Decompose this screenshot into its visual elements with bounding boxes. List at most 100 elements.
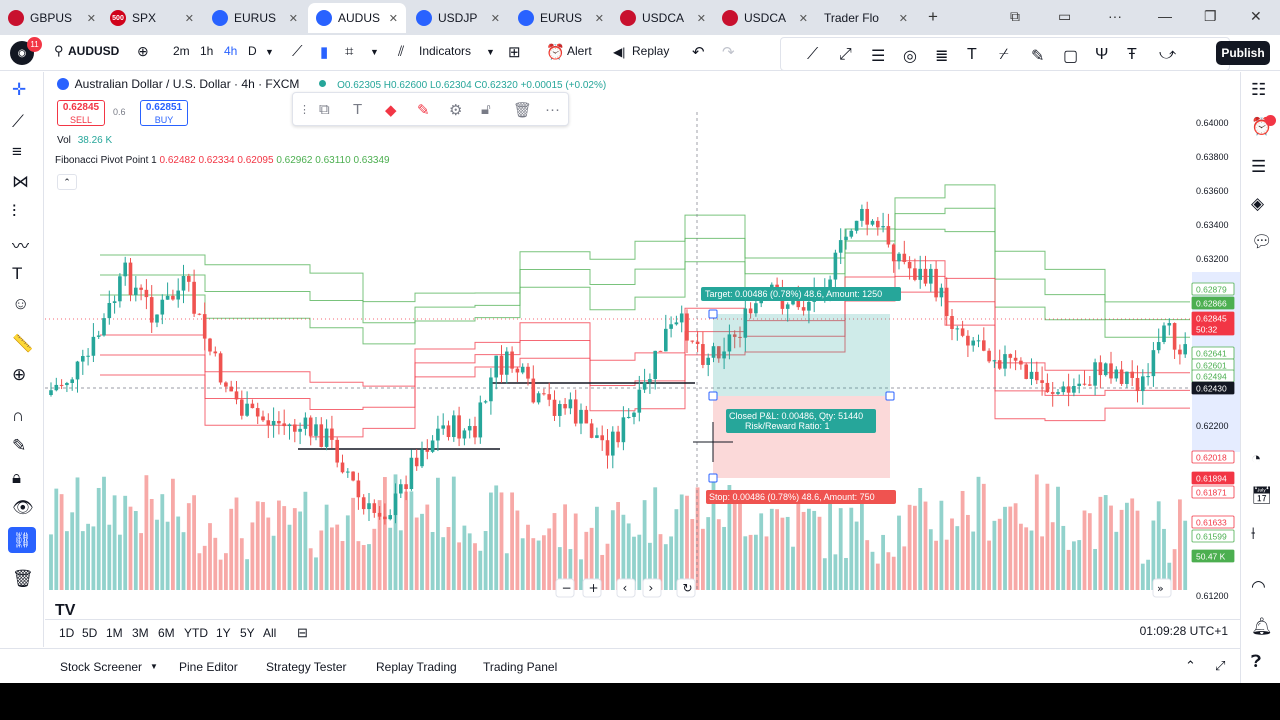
maximize-icon[interactable]: ⤢ xyxy=(1215,658,1226,673)
symbol-search[interactable]: AUDUSD xyxy=(68,44,120,58)
browser-tab[interactable]: Trader Flo ✕ xyxy=(824,3,916,33)
settings-icon[interactable]: ⚙ xyxy=(449,102,463,119)
tab-replay-trading[interactable]: Replay Trading xyxy=(376,660,457,674)
date-range-icon[interactable]: ⊟ xyxy=(297,625,308,640)
close-icon[interactable]: ✕ xyxy=(696,12,706,25)
chevron-down-icon[interactable]: ▼ xyxy=(486,47,495,57)
close-icon[interactable]: ✕ xyxy=(388,12,398,25)
volume-legend[interactable]: Vol 38.26 K xyxy=(57,135,112,146)
interval-2m[interactable]: 2m xyxy=(173,44,190,58)
stay-in-drawing-icon[interactable]: ✎ xyxy=(12,436,27,455)
pivot-legend[interactable]: Fibonacci Pivot Point 1 0.62482 0.62334 … xyxy=(55,155,390,166)
legend-title[interactable]: Australian Dollar / U.S. Dollar · 4h · F… xyxy=(74,77,300,91)
line-color-icon[interactable]: ✎ xyxy=(417,102,430,119)
tab-trading-panel[interactable]: Trading Panel xyxy=(483,660,558,674)
fib-retracement-icon[interactable]: ≣ xyxy=(935,48,949,65)
fib-icon[interactable]: ≡ xyxy=(12,142,22,161)
tab-pine-editor[interactable]: Pine Editor xyxy=(179,660,238,674)
link-icon[interactable]: ⛓ xyxy=(8,527,36,553)
chart-type-icon[interactable]: ⌗ xyxy=(345,43,354,60)
close-icon[interactable]: ✕ xyxy=(184,12,194,25)
browser-tab[interactable]: USDCA ✕ xyxy=(620,3,714,33)
chevron-down-icon[interactable]: ▼ xyxy=(150,662,158,671)
brush-icon[interactable]: ⌿ xyxy=(999,46,1009,63)
lock-icon[interactable]: 🔓︎ xyxy=(481,101,491,118)
trend-line-icon[interactable]: ⟋ xyxy=(807,46,819,63)
parallel-channel-icon[interactable]: ☰ xyxy=(871,48,886,65)
close-icon[interactable]: ✕ xyxy=(898,12,908,25)
measure-icon[interactable]: 📏 xyxy=(12,334,34,353)
data-window-icon[interactable]: ☰ xyxy=(1251,157,1267,176)
collapse-legend-icon[interactable]: ⌃ xyxy=(57,174,77,190)
candles-icon[interactable]: ▮ xyxy=(320,44,329,61)
clock[interactable]: 01:09:28 UTC+1 xyxy=(1139,624,1228,638)
rectangle-tool-icon[interactable]: ▢ xyxy=(1063,48,1079,65)
brush-icon[interactable]: 〰 xyxy=(12,237,29,256)
indicators-button[interactable]: Indicators xyxy=(419,44,472,58)
close-icon[interactable]: ✕ xyxy=(86,12,96,25)
range-5y[interactable]: 5Y xyxy=(240,626,255,640)
chevron-down-icon[interactable]: ▼ xyxy=(370,47,379,57)
help-icon[interactable]: ❓︎ xyxy=(1251,652,1262,671)
range-6m[interactable]: 6M xyxy=(158,626,175,640)
close-icon[interactable]: ✕ xyxy=(490,12,500,25)
zoom-icon[interactable]: ⊕ xyxy=(12,365,27,384)
trash-icon[interactable]: 🗑︎ xyxy=(12,569,34,588)
new-tab-icon[interactable]: + xyxy=(928,7,938,26)
calendar-icon[interactable]: 📅︎ xyxy=(1251,486,1273,505)
emoji-icon[interactable]: ☺ xyxy=(12,294,30,313)
lock-icon[interactable]: 🔒︎ xyxy=(12,468,22,487)
range-3m[interactable]: 3M xyxy=(132,626,149,640)
close-icon[interactable]: ✕ xyxy=(798,12,808,25)
chat-icon[interactable]: 💬︎ xyxy=(1251,232,1273,251)
ideas-icon[interactable]: ◔ xyxy=(1251,449,1262,468)
range-ytd[interactable]: YTD xyxy=(184,626,208,640)
circle-tool-icon[interactable]: ◎ xyxy=(903,48,917,65)
notifications-icon[interactable]: 🔔︎ xyxy=(1251,617,1273,636)
range-1y[interactable]: 1Y xyxy=(216,626,231,640)
watchlist-icon[interactable]: ☷ xyxy=(1251,80,1267,99)
text-color-icon[interactable]: T xyxy=(353,101,363,118)
ray-icon[interactable]: ⤢ xyxy=(839,46,852,63)
alert-button[interactable]: Alert xyxy=(567,44,592,58)
redo-icon[interactable]: ↷ xyxy=(722,44,735,61)
range-all[interactable]: All xyxy=(263,626,277,640)
more-icon[interactable]: ··· xyxy=(1108,8,1122,24)
sell-button[interactable]: 0.62845 SELL xyxy=(57,100,105,126)
layouts-icon[interactable]: ⊞ xyxy=(508,44,521,61)
publish-button[interactable]: Publish xyxy=(1216,41,1270,65)
restore-icon[interactable]: ❐ xyxy=(1204,8,1217,24)
drag-handle-icon[interactable]: ⋮ xyxy=(299,104,310,116)
browser-tab[interactable]: USDJP ✕ xyxy=(416,3,508,33)
text-tool-icon[interactable]: T xyxy=(967,46,977,63)
interval-d[interactable]: D xyxy=(248,44,257,58)
browser-tab[interactable]: GBPUS ✕ xyxy=(8,3,104,33)
highlighter-icon[interactable]: ✎ xyxy=(1031,48,1045,65)
cursor-icon[interactable]: ✛ xyxy=(12,80,27,99)
tab-strategy-tester[interactable]: Strategy Tester xyxy=(266,660,347,674)
range-1m[interactable]: 1M xyxy=(106,626,123,640)
prediction-icon[interactable]: ⫶ xyxy=(12,202,17,221)
browser-tab-active[interactable]: AUDUS ✕ xyxy=(308,3,406,33)
browser-tab[interactable]: 500 SPX ✕ xyxy=(110,3,202,33)
eye-icon[interactable]: 👁︎ xyxy=(12,498,34,517)
undo-icon[interactable]: ↶ xyxy=(692,44,705,61)
range-5d[interactable]: 5D xyxy=(82,626,98,640)
fill-color-icon[interactable]: ◆ xyxy=(385,102,397,119)
pitchfork-icon[interactable]: Ψ xyxy=(1095,46,1109,63)
close-icon[interactable]: ✕ xyxy=(288,12,298,25)
line-chart-icon[interactable]: ⟋ xyxy=(292,43,303,60)
chevron-down-icon[interactable]: ▼ xyxy=(265,47,274,57)
template-icon[interactable]: ⧉ xyxy=(319,101,330,118)
pine-icon[interactable]: ⟊ xyxy=(1251,524,1256,543)
close-icon[interactable]: ✕ xyxy=(594,12,604,25)
replay-button[interactable]: Replay xyxy=(632,44,670,58)
monitor-icon[interactable]: ▭ xyxy=(1058,8,1072,24)
range-1d[interactable]: 1D xyxy=(59,626,75,640)
tab-stock-screener[interactable]: Stock Screener xyxy=(60,660,143,674)
arrow-tool-icon[interactable]: ⤻ xyxy=(1159,46,1177,63)
more-icon[interactable]: ··· xyxy=(545,101,560,118)
interval-1h[interactable]: 1h xyxy=(200,44,214,58)
anchored-text-icon[interactable]: Ŧ xyxy=(1127,46,1137,63)
minimize-icon[interactable]: — xyxy=(1158,8,1172,24)
